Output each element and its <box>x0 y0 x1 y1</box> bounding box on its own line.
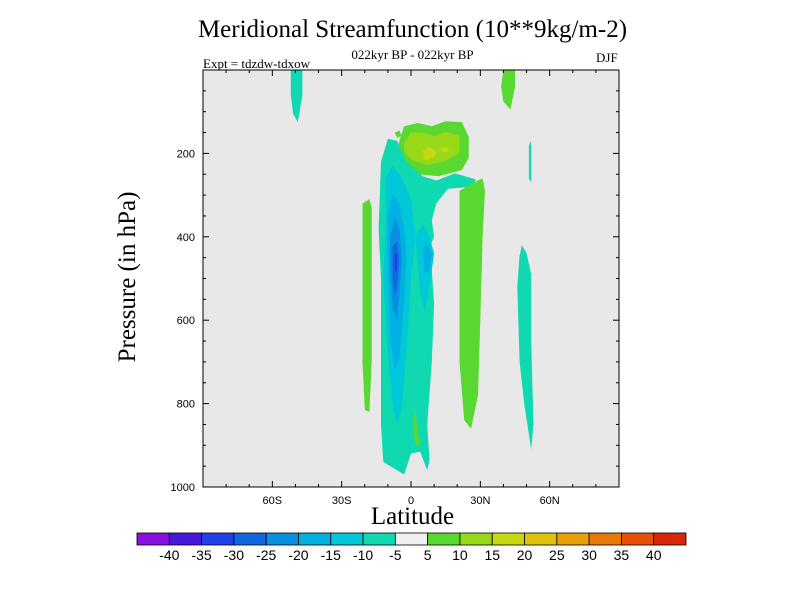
contour-stratosphere-south-cell <box>290 70 303 123</box>
colorbar-box <box>265 532 299 546</box>
colorbar-box <box>524 532 558 546</box>
colorbar-label: -15 <box>321 547 341 563</box>
season-label: DJF <box>596 50 618 65</box>
x-tick-label: 0 <box>408 495 414 507</box>
contour-upper-positive-peak <box>422 147 437 160</box>
x-axis-label: Latitude <box>370 503 455 530</box>
colorbar-label: 40 <box>646 547 662 563</box>
colorbar-box <box>621 532 655 546</box>
contour-right-lobe-20 <box>422 243 432 273</box>
y-tick-label: 800 <box>177 399 195 411</box>
colorbar-box <box>168 532 202 546</box>
colorbar: -40 -35 -30 -25 -20 -15 -10 -5 5 10 15 20 25 30 35 40 <box>136 532 687 563</box>
x-tick-label: 60N <box>540 495 560 507</box>
colorbar-label: 25 <box>549 547 565 563</box>
contour-upper-positive-spot <box>438 147 451 153</box>
y-tick-label: 400 <box>177 232 195 244</box>
colorbar-box <box>556 532 590 546</box>
colorbar-box <box>491 532 525 546</box>
contour-small-positive-pocket <box>394 130 402 138</box>
chart-subtitle: 022kyr BP - 022kyr BP <box>351 47 474 62</box>
colorbar-box <box>427 532 461 546</box>
contour-stratosphere-north-cell <box>501 70 515 110</box>
colorbar-box <box>201 532 235 546</box>
colorbar-box <box>136 532 170 546</box>
contour-central-negative-35 <box>394 253 398 273</box>
colorbar-box <box>394 532 429 546</box>
colorbar-label: -10 <box>353 547 373 563</box>
contour-regions <box>290 70 534 475</box>
colorbar-label: 35 <box>614 547 630 563</box>
contour-upper-positive-core <box>404 131 460 166</box>
contour-left-positive-band <box>362 199 372 412</box>
contour-far-right-negative-lower <box>517 245 534 450</box>
colorbar-label: -35 <box>191 547 211 563</box>
x-tick-label: 60S <box>263 495 283 507</box>
colorbar-label: 30 <box>581 547 597 563</box>
colorbar-box <box>653 532 687 546</box>
colorbar-box <box>362 532 396 546</box>
colorbar-box <box>588 532 622 546</box>
y-tick-label: 1000 <box>171 482 195 494</box>
contour-lower-positive-patch <box>413 411 421 446</box>
colorbar-box <box>459 532 493 546</box>
colorbar-label: 10 <box>452 547 468 563</box>
colorbar-label: 15 <box>484 547 500 563</box>
colorbar-label: 20 <box>517 547 533 563</box>
y-tick-label: 600 <box>177 315 195 327</box>
chart-title: Meridional Streamfunction (10**9kg/m-2) <box>197 16 628 43</box>
colorbar-label: -20 <box>288 547 308 563</box>
colorbar-label: -5 <box>389 547 402 563</box>
contour-far-right-negative-upper <box>528 140 532 183</box>
experiment-label: Expt = tdzdw-tdxow <box>203 56 310 71</box>
colorbar-label: -40 <box>159 547 179 563</box>
colorbar-label: -30 <box>224 547 244 563</box>
colorbar-label: 5 <box>424 547 432 563</box>
colorbar-box <box>298 532 332 546</box>
y-tick-label: 200 <box>177 148 195 160</box>
colorbar-box <box>233 532 267 546</box>
x-tick-label: 30S <box>332 495 352 507</box>
colorbar-box <box>330 532 364 546</box>
colorbar-label: -25 <box>256 547 276 563</box>
contour-right-positive-band <box>459 178 485 429</box>
axis-ticks: 60S 30S 0 30N 60N 200 400 600 800 1000 <box>171 70 619 507</box>
x-tick-label: 30N <box>470 495 490 507</box>
